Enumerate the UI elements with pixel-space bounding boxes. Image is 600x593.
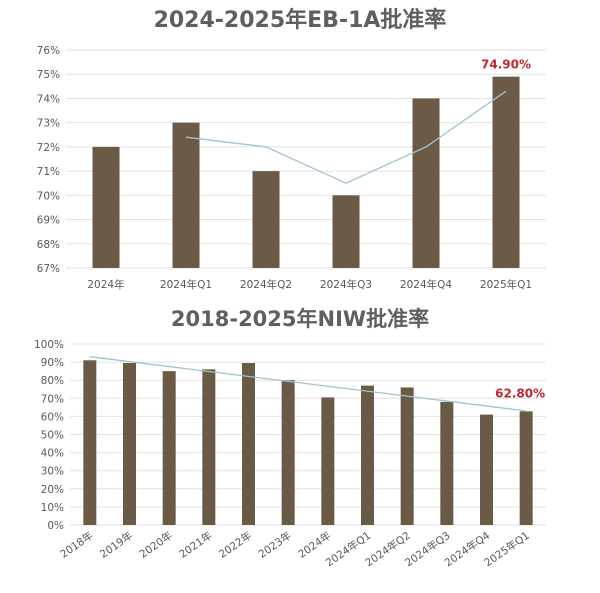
niw-bar: [400, 387, 414, 525]
niw-y-tick-label: 70%: [41, 393, 64, 405]
niw-data-label: 62.80%: [495, 386, 545, 400]
niw-bar: [480, 414, 493, 525]
niw-y-tick-label: 100%: [34, 339, 64, 351]
eb1a-y-tick-label: 75%: [37, 69, 60, 81]
niw-y-tick-label: 30%: [41, 466, 64, 478]
chart-title-eb1a: 2024-2025年EB-1A批准率: [153, 8, 447, 33]
niw-x-tick-label: 2019年: [97, 529, 135, 561]
niw-bar: [361, 385, 374, 525]
niw-bar: [242, 363, 255, 525]
eb1a-trend-line: [185, 90, 507, 184]
niw-bar: [519, 411, 533, 525]
eb1a-x-tick-label: 2024年Q2: [240, 278, 292, 291]
niw-y-tick-label: 50%: [41, 430, 64, 442]
eb1a-bar: [172, 122, 200, 269]
eb1a-y-tick-label: 67%: [37, 263, 60, 275]
eb1a-y-tick-label: 74%: [37, 93, 60, 105]
eb1a-y-tick-label: 68%: [37, 239, 60, 251]
niw-bar: [440, 401, 454, 525]
eb1a-y-tick-label: 69%: [37, 215, 60, 227]
eb1a-x-tick-label: 2025年Q1: [480, 278, 532, 291]
eb1a-y-tick-label: 71%: [37, 166, 60, 178]
eb1a-bar: [412, 98, 440, 268]
eb1a-y-tick-label: 76%: [37, 45, 60, 57]
niw-x-tick-label: 2023年: [256, 529, 294, 561]
niw-x-tick-label: 2022年: [216, 529, 254, 561]
eb1a-x-tick-label: 2024年Q3: [320, 278, 372, 291]
niw-bar: [83, 360, 97, 525]
niw-y-tick-label: 40%: [41, 448, 64, 460]
niw-bar: [123, 363, 136, 525]
eb1a-approval-rate-chart: 67% 68% 69% 70% 71% 72% 73% 74% 75% 76% 2024年 2024年…: [37, 45, 546, 291]
niw-y-tick-label: 20%: [41, 484, 64, 496]
niw-x-tick-label: 2025年Q1: [482, 529, 532, 570]
eb1a-x-tick-label: 2024年Q4: [400, 278, 452, 291]
eb1a-bar: [492, 76, 520, 269]
eb1a-x-tick-label: 2024年Q1: [160, 278, 212, 291]
niw-bar: [202, 369, 216, 525]
eb1a-x-tick-label: 2024年: [87, 278, 124, 291]
niw-y-tick-label: 80%: [41, 375, 64, 387]
eb1a-y-tick-label: 72%: [37, 142, 60, 154]
chart-title-niw: 2018-2025年NIW批准率: [170, 307, 430, 331]
niw-bar: [162, 371, 176, 525]
eb1a-bar: [332, 195, 360, 268]
eb1a-data-label: 74.90%: [481, 58, 531, 72]
eb1a-y-tick-label: 70%: [37, 190, 60, 202]
eb1a-y-tick-label: 73%: [37, 118, 60, 130]
eb1a-bar: [92, 146, 120, 268]
niw-trend-line: [89, 356, 527, 412]
niw-y-tick-label: 90%: [41, 357, 64, 369]
niw-x-tick-label: 2020年: [137, 529, 175, 561]
niw-y-tick-label: 60%: [41, 411, 64, 423]
eb1a-bar: [252, 171, 280, 268]
niw-y-tick-label: 10%: [41, 502, 64, 514]
niw-bar: [281, 380, 295, 525]
niw-y-tick-label: 0%: [47, 520, 64, 532]
niw-x-tick-label: 2018年: [58, 529, 96, 561]
niw-x-tick-label: 2021年: [177, 529, 215, 561]
niw-bar: [321, 397, 335, 525]
